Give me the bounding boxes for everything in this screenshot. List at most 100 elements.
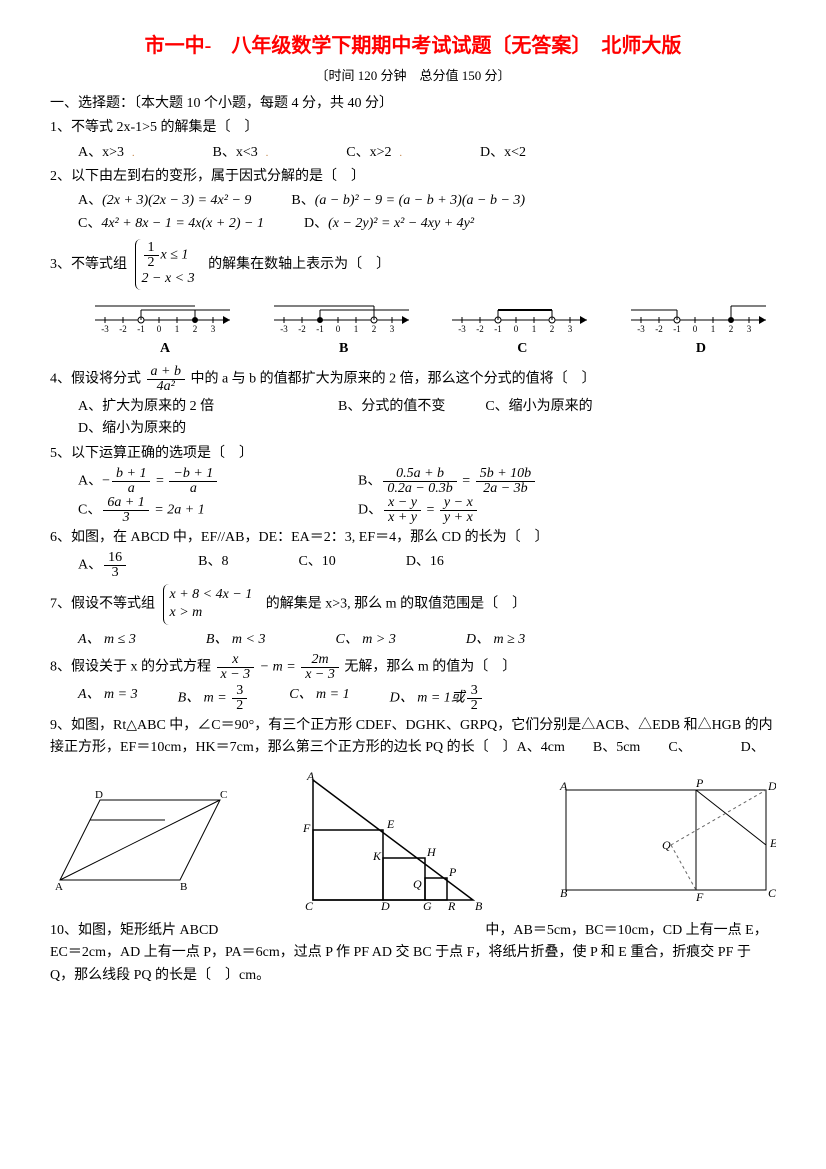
svg-text:A: A — [55, 881, 63, 893]
q2-opt-a: A、(2x + 3)(2x − 3) = 4x² − 9 — [78, 190, 251, 212]
section-a-head: 一、选择题：〔本大题 10 个小题，每题 4 分，共 40 分〕 — [50, 93, 776, 115]
svg-text:E: E — [386, 817, 395, 831]
q1-opt-c: C、x>2. — [346, 142, 410, 164]
q7-stem: 7、假设不等式组 x + 8 < 4x − 1 x > m 的解集是 x>3, … — [50, 582, 776, 626]
q5-opt-b: B、0.5a + b0.2a − 0.3b = 5b + 10b2a − 3b — [358, 467, 537, 496]
q4-opt-b: B、分式的值不变 — [338, 396, 445, 418]
svg-text:Q: Q — [413, 877, 422, 891]
svg-text:3: 3 — [211, 324, 216, 334]
numberline-a: -3 -2 -1 0 1 2 3 A — [90, 300, 240, 360]
nl-b-label: B — [269, 338, 419, 360]
svg-text:1: 1 — [175, 324, 180, 334]
q8-opt-b: B、 m = 32 — [178, 684, 250, 713]
figures-row: AB CD ACB DGR FE KH PQ APD BFC EQ — [50, 770, 776, 910]
svg-text:H: H — [426, 845, 437, 859]
numberline-c: -3-2-1 0123 C — [447, 300, 597, 360]
q1-options: A、x>3. B、x<3. C、x>2. D、x<2 — [78, 142, 776, 164]
q5-row1: A、−b + 1a = −b + 1a B、0.5a + b0.2a − 0.3… — [78, 467, 776, 496]
q8-opt-c: C、 m = 1 — [289, 684, 349, 713]
q4-opt-a: A、扩大为原来的 2 倍 — [78, 396, 298, 418]
q5-row2: C、6a + 13 = 2a + 1 D、x − yx + y = y − xy… — [78, 496, 776, 525]
q3-post: 的解集在数轴上表示为〔 〕 — [208, 257, 390, 272]
q8-opt-a: A、 m = 3 — [78, 684, 138, 713]
svg-text:-3: -3 — [101, 324, 109, 334]
svg-text:-1: -1 — [137, 324, 145, 334]
svg-text:1: 1 — [353, 324, 358, 334]
q1-opt-a: A、x>3. — [78, 142, 143, 164]
q7-options: A、 m ≤ 3 B、 m < 3 C、 m > 3 D、 m ≥ 3 — [78, 629, 776, 651]
page-title: 市一中- 八年级数学下期期中考试试题〔无答案〕 北师大版 — [50, 30, 776, 62]
q2-stem: 2、以下由左到右的变形，属于因式分解的是〔 〕 — [50, 166, 776, 188]
svg-text:0: 0 — [693, 324, 698, 334]
svg-text:2: 2 — [371, 324, 376, 334]
svg-text:P: P — [448, 865, 457, 879]
q7-opt-b: B、 m < 3 — [206, 629, 266, 651]
q7-opt-a: A、 m ≤ 3 — [78, 629, 136, 651]
numberline-b: -3-2-1 0123 B — [269, 300, 419, 360]
svg-text:-3: -3 — [637, 324, 645, 334]
q2-opt-c: C、4x² + 8x − 1 = 4x(x + 2) − 1 — [78, 213, 264, 235]
q4-stem: 4、假设将分式 a + b4a² 中的 a 与 b 的值都扩大为原来的 2 倍，… — [50, 365, 776, 394]
svg-text:3: 3 — [568, 324, 573, 334]
q7-system: x + 8 < 4x − 1 x > m — [163, 584, 259, 624]
nl-c-label: C — [447, 338, 597, 360]
svg-text:-3: -3 — [459, 324, 467, 334]
svg-text:2: 2 — [550, 324, 555, 334]
q6-opt-a: A、163 — [78, 551, 128, 580]
q2-opt-b: B、(a − b)² − 9 = (a − b + 3)(a − b − 3) — [291, 190, 525, 212]
svg-text:A: A — [559, 779, 568, 793]
svg-text:K: K — [372, 849, 382, 863]
svg-text:2: 2 — [193, 324, 198, 334]
q8-stem: 8、假设关于 x 的分式方程 xx − 3 − m = 2mx − 3 无解，那… — [50, 653, 776, 682]
q10-stem: 10、如图，矩形纸片 ABCD 中，AB＝5cm，BC＝10cm，CD 上有一点… — [50, 920, 776, 987]
q4-fraction: a + b4a² — [147, 365, 185, 394]
q7-opt-c: C、 m > 3 — [335, 629, 395, 651]
q2-options-row1: A、(2x + 3)(2x − 3) = 4x² − 9 B、(a − b)² … — [78, 190, 776, 212]
numberline-d: -3-2-1 0123 D — [626, 300, 776, 360]
q2-opt-d: D、(x − 2y)² = x² − 4xy + 4y² — [304, 213, 474, 235]
q6-opt-c: C、10 — [298, 551, 335, 580]
svg-text:C: C — [768, 886, 776, 900]
svg-text:D: D — [95, 789, 103, 801]
svg-text:1: 1 — [711, 324, 716, 334]
q6-options: A、163 B、8 C、10 D、16 — [78, 551, 776, 580]
q3-system: 12x ≤ 1 2 − x < 3 — [135, 239, 201, 290]
svg-text:-1: -1 — [316, 324, 324, 334]
svg-text:F: F — [302, 821, 311, 835]
q3-numberlines: -3 -2 -1 0 1 2 3 A -3 -2 -1 0 1 2 3 — [90, 300, 776, 360]
q6-stem: 6、如图，在 ABCD 中，EF//AB，DE：EA＝2：3, EF＝4，那么 … — [50, 527, 776, 549]
q3-pre: 3、不等式组 — [50, 257, 127, 272]
q5-opt-c: C、6a + 13 = 2a + 1 — [78, 496, 318, 525]
svg-text:-1: -1 — [495, 324, 503, 334]
q1-stem: 1、不等式 2x-1>5 的解集是〔 〕 — [50, 117, 776, 139]
q4-options: A、扩大为原来的 2 倍 B、分式的值不变 C、缩小为原来的 D、缩小为原来的 — [78, 396, 776, 441]
q5-opt-a: A、−b + 1a = −b + 1a — [78, 467, 318, 496]
q8-opt-d: D、 m = 1或32 — [390, 684, 484, 713]
svg-text:B: B — [180, 881, 187, 893]
svg-text:3: 3 — [747, 324, 752, 334]
q1-opt-d: D、x<2 — [480, 142, 526, 164]
nl-a-label: A — [90, 338, 240, 360]
svg-text:D: D — [767, 779, 776, 793]
svg-text:-2: -2 — [119, 324, 127, 334]
q6-opt-d: D、16 — [406, 551, 444, 580]
q4-opt-d: D、缩小为原来的 — [78, 418, 186, 440]
q4-opt-c: C、缩小为原来的 — [485, 396, 705, 418]
svg-text:0: 0 — [157, 324, 162, 334]
q9-stem: 9、如图，Rt△ABC 中，∠C＝90°，有三个正方形 CDEF、DGHK、GR… — [50, 715, 776, 760]
svg-text:P: P — [695, 776, 704, 790]
q7-opt-d: D、 m ≥ 3 — [466, 629, 525, 651]
svg-text:G: G — [423, 899, 432, 910]
nl-d-label: D — [626, 338, 776, 360]
q8-options: A、 m = 3 B、 m = 32 C、 m = 1 D、 m = 1或32 — [78, 684, 776, 713]
svg-text:0: 0 — [514, 324, 519, 334]
fig-triangle-squares: ACB DGR FE KH PQ — [293, 770, 493, 910]
svg-text:D: D — [380, 899, 390, 910]
svg-text:B: B — [560, 886, 568, 900]
svg-text:R: R — [447, 899, 456, 910]
q3-stem: 3、不等式组 12x ≤ 1 2 − x < 3 的解集在数轴上表示为〔 〕 — [50, 237, 776, 292]
svg-text:2: 2 — [729, 324, 734, 334]
svg-text:F: F — [695, 890, 704, 904]
q6-opt-b: B、8 — [198, 551, 228, 580]
svg-text:A: A — [306, 770, 315, 783]
